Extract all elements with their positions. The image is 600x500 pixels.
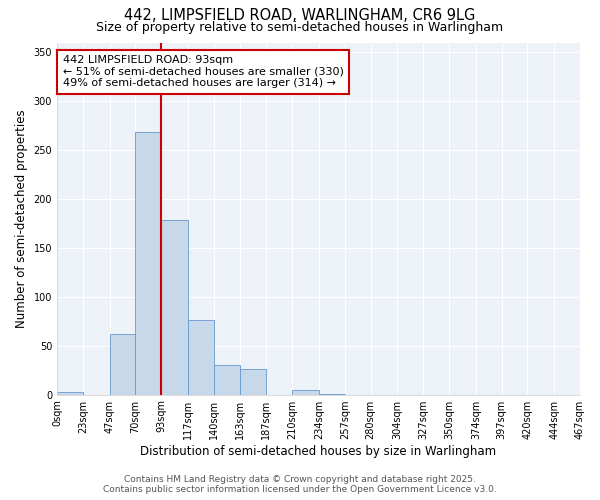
Text: Size of property relative to semi-detached houses in Warlingham: Size of property relative to semi-detach… — [97, 21, 503, 34]
Text: 442 LIMPSFIELD ROAD: 93sqm
← 51% of semi-detached houses are smaller (330)
49% o: 442 LIMPSFIELD ROAD: 93sqm ← 51% of semi… — [62, 55, 344, 88]
Bar — [110, 334, 136, 394]
Text: Contains HM Land Registry data © Crown copyright and database right 2025.
Contai: Contains HM Land Registry data © Crown c… — [103, 474, 497, 494]
Text: 442, LIMPSFIELD ROAD, WARLINGHAM, CR6 9LG: 442, LIMPSFIELD ROAD, WARLINGHAM, CR6 9L… — [124, 8, 476, 22]
Bar — [214, 365, 239, 394]
Y-axis label: Number of semi-detached properties: Number of semi-detached properties — [15, 109, 28, 328]
Bar — [161, 220, 188, 394]
Bar — [188, 320, 214, 394]
Bar — [292, 390, 319, 394]
Bar — [57, 392, 83, 394]
Bar — [136, 132, 161, 394]
Bar — [239, 369, 266, 394]
X-axis label: Distribution of semi-detached houses by size in Warlingham: Distribution of semi-detached houses by … — [140, 444, 497, 458]
